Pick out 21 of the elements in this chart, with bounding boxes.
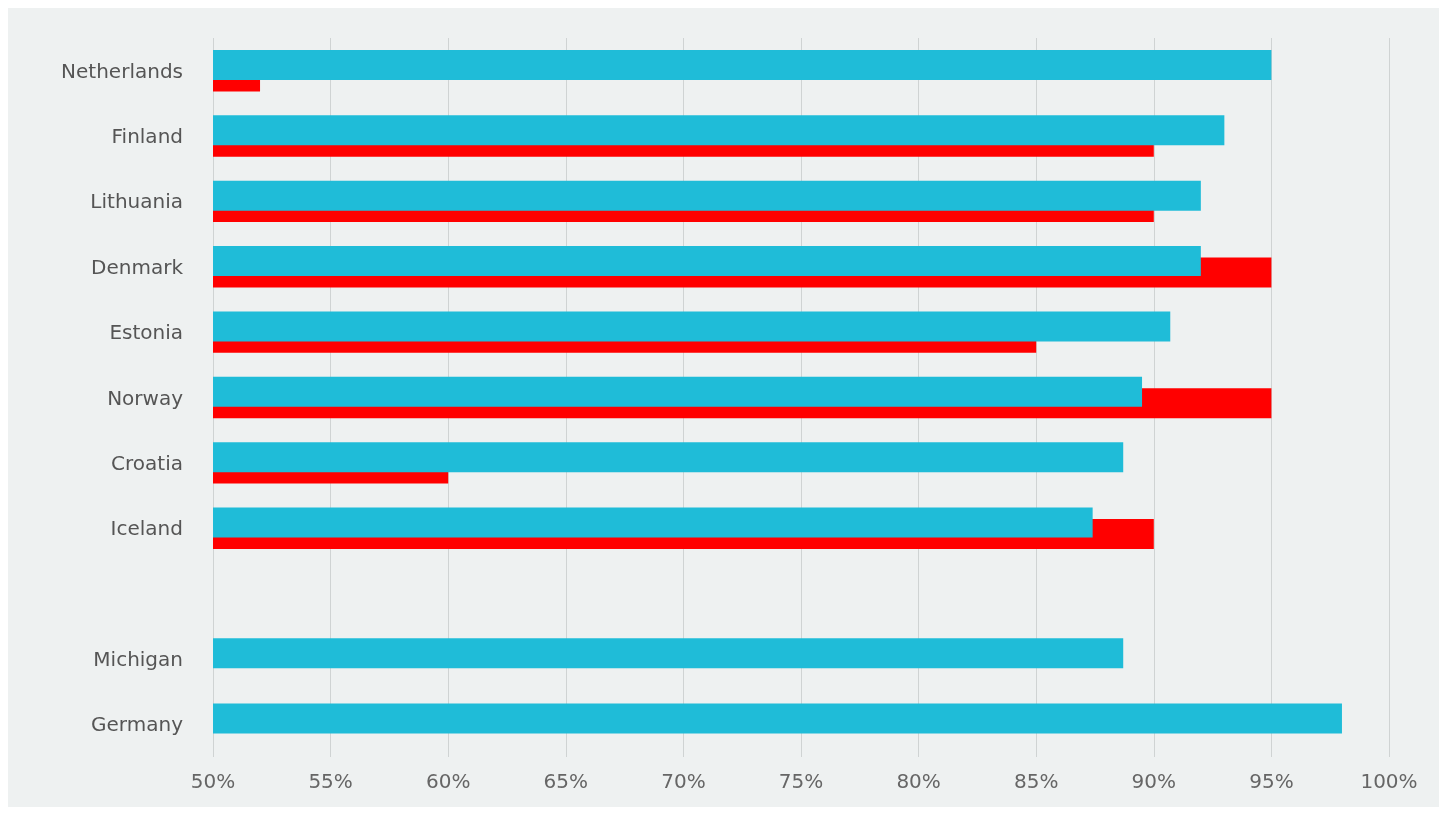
x-tick-label: 60% [425, 769, 471, 793]
y-tick-label: Germany [91, 712, 184, 737]
y-tick-label: Norway [107, 385, 184, 410]
x-tick-label: 100% [1360, 769, 1418, 793]
y-tick-label: Netherlands [61, 58, 183, 83]
y-tick-label: Denmark [91, 254, 184, 279]
x-tick-label: 75% [778, 769, 824, 793]
x-tick-label: 85% [1013, 769, 1059, 793]
y-tick-label: Estonia [109, 320, 183, 345]
x-tick-label: 50% [190, 769, 236, 793]
x-tick-label: 90% [1131, 769, 1177, 793]
y-tick-label: Croatia [111, 450, 183, 475]
x-tick-label: 65% [543, 769, 589, 793]
x-tick-label: 55% [308, 769, 353, 793]
x-tick-label: 95% [1249, 769, 1294, 793]
y-tick-label: Lithuania [90, 189, 183, 214]
x-tick-label: 70% [661, 769, 706, 793]
y-tick-label: Michigan [93, 646, 183, 671]
y-tick-label: Finland [111, 124, 183, 149]
y-tick-label: Iceland [110, 516, 183, 541]
x-tick-label: 80% [896, 769, 941, 793]
